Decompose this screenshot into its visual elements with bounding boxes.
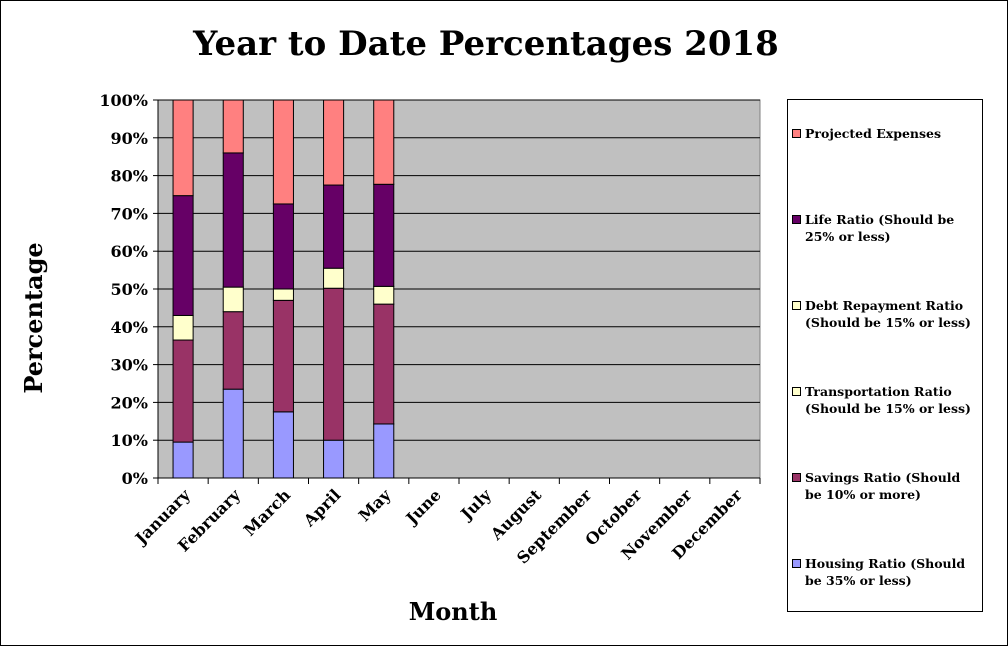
bar-segment xyxy=(323,99,345,186)
legend-swatch xyxy=(792,301,801,310)
legend-label: Projected Expenses xyxy=(805,126,942,141)
y-tick-label: 100% xyxy=(99,91,148,110)
bar-segment xyxy=(272,288,294,301)
bar-segment xyxy=(172,441,194,479)
legend-item: Life Ratio (Should be 25% or less) xyxy=(792,211,978,245)
y-tick-label: 60% xyxy=(111,242,148,261)
bar-segment xyxy=(272,299,294,413)
bar-segment xyxy=(373,285,395,305)
legend-swatch xyxy=(792,559,801,568)
bar-segment xyxy=(272,411,294,479)
x-tick-label: March xyxy=(240,485,295,540)
x-axis-title: Month xyxy=(409,597,498,626)
legend-item: Housing Ratio (Should be 35% or less) xyxy=(792,555,978,589)
bars xyxy=(172,99,395,479)
legend: Projected Expenses Life Ratio (Should be … xyxy=(787,99,983,612)
bar-segment xyxy=(172,195,194,316)
legend-swatch xyxy=(792,473,801,482)
bar-segment xyxy=(172,99,194,197)
bar-segment xyxy=(222,286,244,313)
legend-item: Projected Expenses xyxy=(792,125,978,142)
bar-segment xyxy=(222,99,244,154)
bar-segment xyxy=(323,439,345,479)
legend-item: Debt Repayment Ratio (Should be 15% or l… xyxy=(792,297,978,331)
legend-item: Savings Ratio (Should be 10% or more) xyxy=(792,469,978,503)
x-tick-label: April xyxy=(299,485,344,530)
bar-segment xyxy=(222,152,244,288)
legend-swatch xyxy=(792,129,801,138)
bar-segment xyxy=(272,203,294,290)
legend-label: Life Ratio (Should be 25% or less) xyxy=(805,212,955,244)
bar-segment xyxy=(373,303,395,425)
y-tick-label: 0% xyxy=(122,469,148,488)
y-tick-label: 50% xyxy=(111,280,148,299)
bar-segment xyxy=(373,99,395,185)
bar-segment xyxy=(172,339,194,443)
bar-segment xyxy=(172,314,194,341)
x-tick-label: July xyxy=(456,485,496,525)
bar-segment xyxy=(222,388,244,479)
x-tick-label: May xyxy=(355,485,395,525)
legend-label: Transportation Ratio (Should be 15% or l… xyxy=(805,384,971,416)
legend-label: Savings Ratio (Should be 10% or more) xyxy=(805,470,961,502)
y-tick-label: 20% xyxy=(111,393,148,412)
legend-swatch xyxy=(792,387,801,396)
bar-segment xyxy=(323,287,345,441)
legend-label: Housing Ratio (Should be 35% or less) xyxy=(805,556,966,588)
bar-segment xyxy=(222,311,244,390)
legend-label: Debt Repayment Ratio (Should be 15% or l… xyxy=(805,298,971,330)
x-tick-label: June xyxy=(401,485,445,529)
y-tick-label: 80% xyxy=(111,167,148,186)
y-tick-label: 30% xyxy=(111,356,148,375)
y-tick-labels: 0% 10% 20% 30% 40% 50% 60% 70% 80% 90% 100% xyxy=(99,91,148,488)
y-tick-label: 40% xyxy=(111,318,148,337)
axes xyxy=(153,99,761,484)
bar-segment xyxy=(373,423,395,479)
bar-segment xyxy=(323,184,345,269)
y-tick-label: 90% xyxy=(111,129,148,148)
chart-title: Year to Date Percentages 2018 xyxy=(192,24,779,64)
bar-segment xyxy=(323,267,345,289)
legend-item: Transportation Ratio (Should be 15% or l… xyxy=(792,383,978,417)
bar-segment xyxy=(272,99,294,205)
y-tick-label: 70% xyxy=(111,204,148,223)
y-tick-label: 10% xyxy=(111,431,148,450)
y-axis-title: Percentage xyxy=(19,242,48,393)
bar-segment xyxy=(373,183,395,287)
legend-swatch xyxy=(792,215,801,224)
